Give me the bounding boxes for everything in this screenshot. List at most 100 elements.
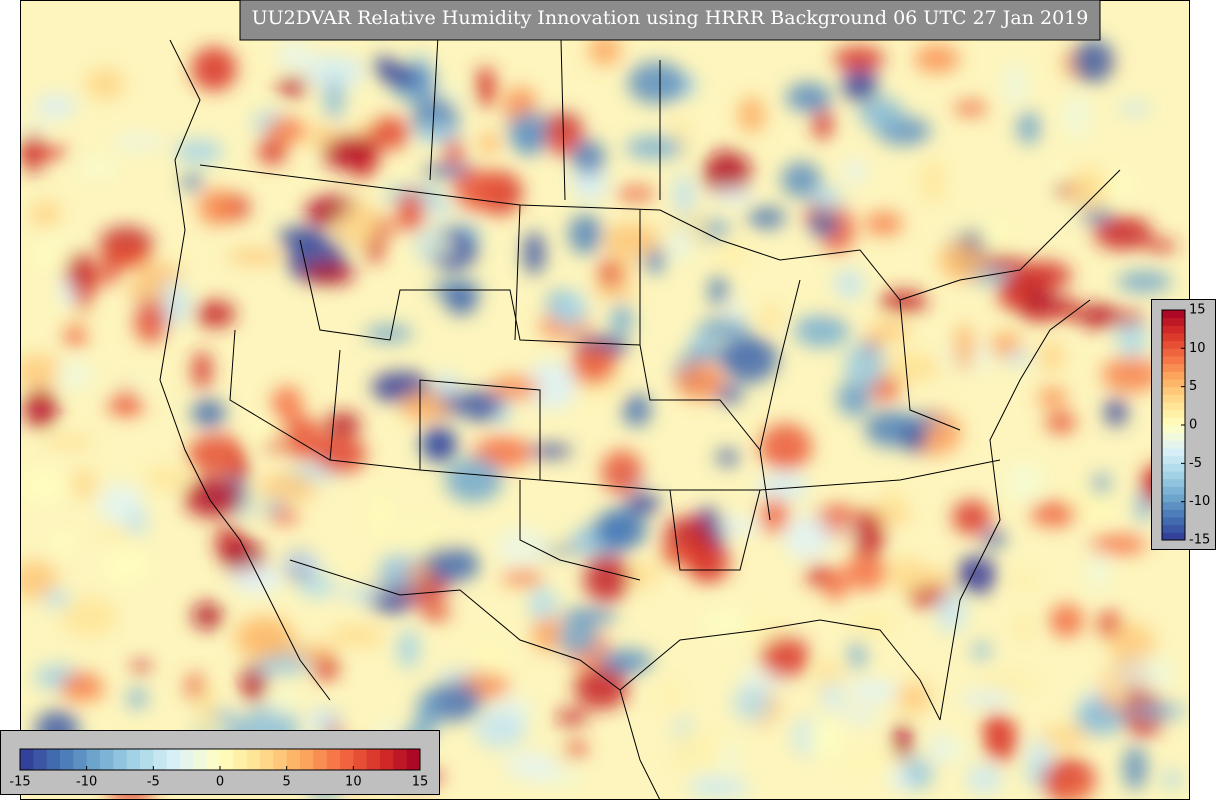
field-blob bbox=[615, 261, 634, 277]
field-blob bbox=[760, 303, 781, 331]
colorbar-segment bbox=[393, 749, 408, 770]
field-blob bbox=[182, 173, 202, 191]
field-blob bbox=[365, 236, 384, 264]
colorbar-segment bbox=[1162, 494, 1185, 503]
field-blob bbox=[174, 139, 223, 164]
field-blob bbox=[369, 116, 410, 151]
tick-label: -15 bbox=[9, 775, 30, 790]
field-blob bbox=[528, 586, 558, 621]
field-blob bbox=[785, 82, 832, 113]
field-blob bbox=[848, 640, 866, 671]
field-blob bbox=[853, 510, 885, 559]
field-blob bbox=[821, 680, 844, 713]
field-blob bbox=[324, 77, 344, 121]
field-blob bbox=[406, 563, 433, 580]
field-blob bbox=[453, 169, 500, 211]
field-blob bbox=[997, 284, 1031, 308]
field-blob bbox=[97, 523, 134, 541]
field-blob bbox=[192, 350, 212, 390]
field-blob bbox=[30, 200, 61, 230]
field-blob bbox=[806, 718, 845, 758]
field-blob bbox=[313, 435, 367, 474]
field-blob bbox=[35, 94, 77, 118]
field-blob bbox=[837, 380, 872, 417]
field-blob bbox=[324, 411, 361, 437]
field-blob bbox=[277, 77, 309, 96]
field-blob bbox=[675, 362, 724, 400]
field-blob bbox=[625, 136, 685, 160]
field-blob bbox=[582, 554, 630, 602]
field-blob bbox=[687, 542, 730, 583]
field-blob bbox=[1072, 39, 1114, 83]
field-blob bbox=[20, 144, 69, 160]
field-blob bbox=[126, 281, 169, 302]
field-blob bbox=[532, 614, 564, 652]
colorbar-segment bbox=[1162, 379, 1185, 388]
colorbar-segment bbox=[366, 749, 381, 770]
field-blob bbox=[305, 54, 364, 90]
field-blob bbox=[496, 527, 550, 569]
colorbar-segment bbox=[1162, 532, 1185, 541]
field-blob bbox=[673, 173, 695, 217]
colorbar-segment bbox=[286, 749, 301, 770]
field-blob bbox=[571, 139, 605, 175]
field-blob bbox=[894, 723, 912, 762]
field-blob bbox=[1117, 656, 1176, 691]
field-blob bbox=[849, 611, 897, 636]
field-blob bbox=[288, 644, 335, 661]
field-blob bbox=[557, 620, 599, 655]
field-blob bbox=[102, 549, 150, 584]
vertical-colorbar: -15 -10 -5 0 5 10 15 bbox=[1161, 303, 1210, 548]
field-blob bbox=[747, 207, 786, 229]
field-blob bbox=[65, 251, 94, 292]
field-blob bbox=[879, 290, 928, 313]
field-blob bbox=[966, 764, 1002, 795]
field-blob bbox=[946, 740, 968, 761]
field-blob bbox=[364, 325, 413, 342]
colorbar-segment bbox=[406, 749, 421, 770]
tick-label: -10 bbox=[1189, 494, 1210, 509]
field-blob bbox=[1014, 614, 1033, 641]
colorbar-segment bbox=[233, 749, 248, 770]
field-blob bbox=[896, 682, 931, 714]
field-blob bbox=[1079, 208, 1113, 223]
field-blob bbox=[504, 752, 560, 780]
field-blob bbox=[230, 564, 283, 594]
field-blob bbox=[599, 649, 654, 673]
field-blob bbox=[600, 450, 643, 494]
field-blob bbox=[479, 132, 499, 155]
field-blob bbox=[914, 44, 960, 73]
field-blob bbox=[20, 560, 58, 601]
field-blob bbox=[1087, 544, 1110, 592]
colorbar-segment bbox=[86, 749, 101, 770]
field-blob bbox=[370, 493, 395, 539]
field-blob bbox=[887, 556, 926, 593]
colorbar-segment bbox=[1162, 340, 1185, 349]
colorbar-segment bbox=[380, 749, 394, 770]
field-blob bbox=[327, 625, 386, 647]
colorbar-segment bbox=[1162, 325, 1185, 334]
colorbar-segment bbox=[1162, 394, 1185, 403]
field-blob bbox=[972, 641, 991, 661]
tick-label: -15 bbox=[1189, 533, 1210, 548]
field-blob bbox=[20, 354, 65, 388]
field-blob bbox=[570, 345, 617, 386]
tick-label: 5 bbox=[283, 775, 291, 790]
colorbar-segment bbox=[1162, 371, 1185, 380]
field-blob bbox=[715, 385, 744, 404]
field-blob bbox=[60, 686, 106, 701]
field-blob bbox=[77, 154, 121, 181]
field-blob bbox=[732, 685, 772, 721]
field-blob bbox=[191, 46, 237, 91]
field-blob bbox=[978, 673, 1038, 692]
field-blob bbox=[1028, 738, 1051, 769]
field-blob bbox=[435, 372, 459, 398]
field-blob bbox=[192, 602, 223, 630]
innovation-map bbox=[20, 0, 1190, 800]
field-blob bbox=[444, 457, 503, 503]
field-blob bbox=[843, 554, 888, 591]
tick-label: 0 bbox=[216, 775, 224, 790]
tick-label: 10 bbox=[345, 775, 362, 790]
field-blob bbox=[1129, 703, 1188, 719]
field-blob bbox=[1144, 239, 1178, 253]
